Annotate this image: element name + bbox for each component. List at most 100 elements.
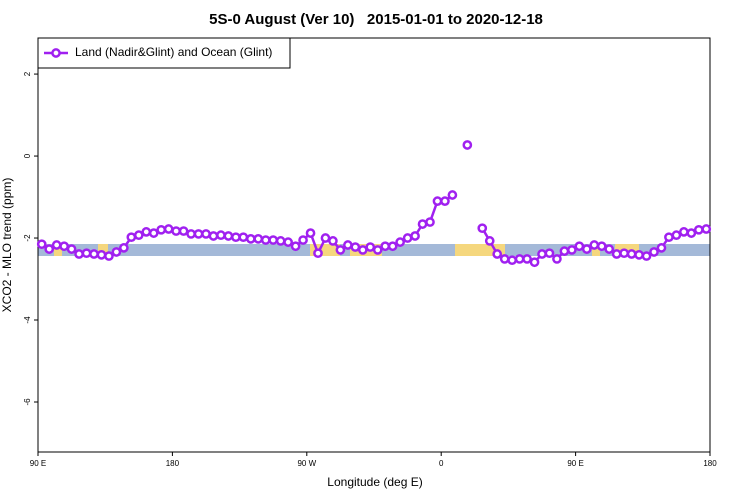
point-marker — [679, 227, 689, 237]
point-marker — [156, 224, 167, 235]
point-marker — [380, 241, 391, 252]
point-marker — [186, 229, 196, 239]
point-marker — [447, 190, 458, 200]
chart-title: 5S-0 August (Ver 10) 2015-01-01 to 2020-… — [209, 11, 543, 28]
point-marker — [596, 241, 607, 252]
point-marker — [656, 243, 667, 253]
point-marker — [402, 233, 413, 243]
y-tick-label: -4 — [23, 316, 32, 324]
x-tick-label: 90 E — [567, 459, 583, 468]
point-marker — [193, 229, 204, 239]
point-marker — [365, 242, 376, 252]
point-marker — [552, 254, 562, 264]
point-marker — [529, 257, 540, 268]
point-marker — [649, 247, 659, 257]
point-marker — [178, 226, 189, 236]
point-marker — [440, 196, 450, 206]
point-marker — [477, 223, 488, 234]
point-marker — [208, 231, 219, 241]
x-axis-label: Longitude (deg E) — [327, 475, 422, 489]
point-marker — [171, 226, 181, 236]
point-marker — [537, 249, 547, 259]
point-marker — [387, 241, 398, 252]
point-marker — [36, 239, 47, 250]
point-marker — [201, 229, 211, 239]
point-marker — [305, 228, 316, 238]
point-marker — [372, 245, 383, 255]
point-marker — [335, 245, 346, 255]
point-marker — [320, 233, 331, 243]
point-marker — [701, 224, 712, 234]
y-tick-label: 0 — [23, 153, 32, 158]
point-marker — [693, 224, 704, 235]
point-marker — [641, 251, 652, 261]
point-marker — [238, 232, 249, 243]
point-marker — [664, 232, 674, 243]
point-marker — [357, 245, 368, 255]
point-marker — [89, 249, 99, 259]
point-marker — [589, 240, 600, 250]
point-marker — [484, 236, 495, 246]
point-marker — [245, 234, 256, 244]
point-marker — [133, 230, 144, 241]
point-marker — [328, 236, 338, 246]
point-marker — [626, 249, 637, 259]
point-marker — [634, 249, 644, 260]
point-marker — [51, 240, 62, 250]
point-marker — [216, 230, 226, 241]
legend-label: Land (Nadir&Glint) and Ocean (Glint) — [75, 45, 272, 59]
point-marker — [343, 240, 353, 250]
point-marker — [74, 249, 84, 259]
point-marker — [604, 244, 615, 254]
point-marker — [283, 237, 293, 247]
legend-marker — [51, 48, 61, 58]
point-marker — [514, 254, 525, 264]
point-marker — [231, 232, 241, 243]
point-marker — [686, 228, 697, 238]
point-marker — [223, 231, 234, 241]
point-marker — [119, 243, 129, 253]
point-marker — [619, 248, 629, 259]
point-marker — [462, 140, 473, 150]
point-marker — [417, 219, 428, 229]
point-marker — [567, 245, 577, 255]
point-marker — [425, 217, 435, 227]
y-tick-label: -2 — [23, 234, 32, 242]
point-marker — [432, 196, 443, 206]
point-marker — [44, 244, 55, 254]
x-tick-label: 90 E — [30, 459, 46, 468]
point-marker — [141, 227, 152, 237]
point-marker — [581, 244, 592, 254]
point-marker — [507, 255, 517, 266]
point-marker — [559, 246, 570, 256]
point-marker — [148, 228, 159, 238]
y-tick-label: 2 — [23, 71, 32, 76]
point-marker — [81, 248, 92, 259]
point-marker — [350, 242, 361, 252]
point-marker — [253, 234, 264, 244]
point-marker — [275, 236, 286, 246]
point-marker — [126, 232, 137, 243]
point-marker — [268, 235, 279, 245]
point-marker — [395, 237, 405, 247]
y-tick-label: -6 — [23, 398, 32, 406]
x-tick-label: 90 W — [297, 459, 316, 468]
point-marker — [522, 254, 532, 264]
legend-box — [37, 37, 291, 69]
x-tick-label: 180 — [703, 459, 717, 468]
point-marker — [111, 247, 122, 257]
point-marker — [96, 249, 107, 260]
x-tick-label: 180 — [166, 459, 180, 468]
point-marker — [104, 251, 114, 261]
point-marker — [671, 230, 682, 241]
point-marker — [59, 241, 69, 252]
point-marker — [492, 249, 503, 259]
point-marker — [544, 248, 555, 259]
point-marker — [611, 249, 622, 259]
point-marker — [313, 248, 323, 259]
point-marker — [298, 235, 308, 245]
point-marker — [66, 244, 77, 254]
x-tick-label: 0 — [439, 459, 444, 468]
